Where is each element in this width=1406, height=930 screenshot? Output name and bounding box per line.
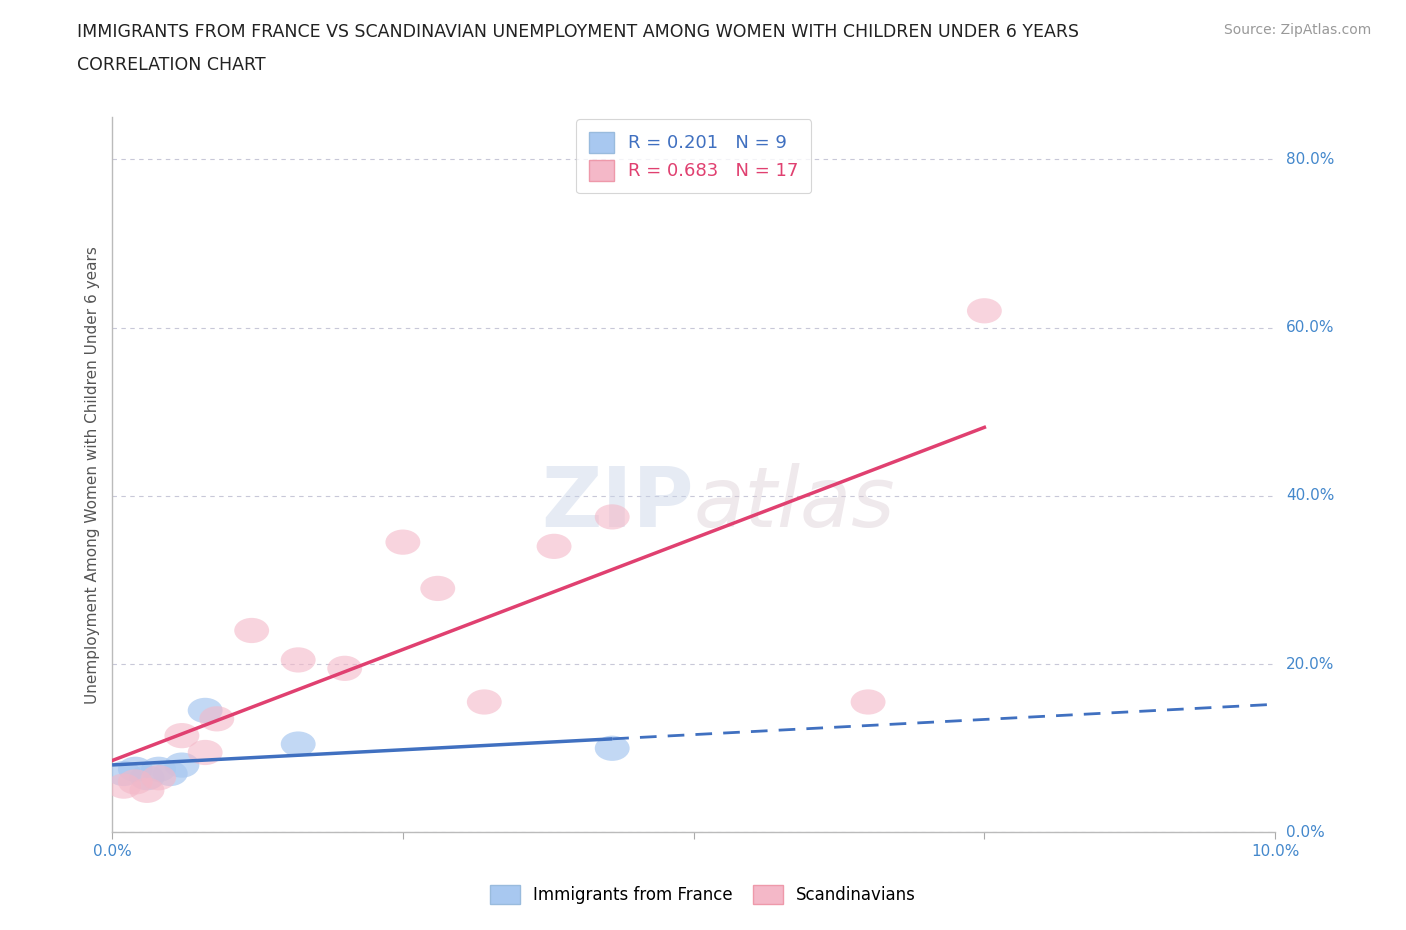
Ellipse shape [235,618,269,644]
Ellipse shape [118,769,153,794]
Text: IMMIGRANTS FROM FRANCE VS SCANDINAVIAN UNEMPLOYMENT AMONG WOMEN WITH CHILDREN UN: IMMIGRANTS FROM FRANCE VS SCANDINAVIAN U… [77,23,1080,41]
Ellipse shape [385,529,420,555]
Ellipse shape [467,689,502,714]
Ellipse shape [281,647,315,672]
Ellipse shape [281,731,315,757]
Ellipse shape [188,698,222,723]
Ellipse shape [129,765,165,790]
Ellipse shape [328,656,363,681]
Ellipse shape [107,774,141,799]
Text: 60.0%: 60.0% [1286,320,1334,335]
Text: CORRELATION CHART: CORRELATION CHART [77,56,266,73]
Ellipse shape [967,299,1002,324]
Ellipse shape [129,777,165,803]
Legend: R = 0.201   N = 9, R = 0.683   N = 17: R = 0.201 N = 9, R = 0.683 N = 17 [576,119,811,193]
Ellipse shape [188,740,222,765]
Ellipse shape [537,534,571,559]
Ellipse shape [141,765,176,790]
Ellipse shape [165,752,200,777]
Text: Source: ZipAtlas.com: Source: ZipAtlas.com [1223,23,1371,37]
Ellipse shape [851,689,886,714]
Ellipse shape [153,761,188,786]
Y-axis label: Unemployment Among Women with Children Under 6 years: Unemployment Among Women with Children U… [86,246,100,704]
Text: 0.0%: 0.0% [1286,825,1324,840]
Ellipse shape [420,576,456,601]
Text: 80.0%: 80.0% [1286,152,1334,166]
Ellipse shape [107,761,141,786]
Legend: Immigrants from France, Scandinavians: Immigrants from France, Scandinavians [484,878,922,910]
Text: ZIP: ZIP [541,463,693,544]
Ellipse shape [141,757,176,782]
Text: 20.0%: 20.0% [1286,657,1334,671]
Ellipse shape [165,723,200,749]
Text: 40.0%: 40.0% [1286,488,1334,503]
Text: atlas: atlas [693,463,896,544]
Ellipse shape [595,504,630,529]
Ellipse shape [595,736,630,761]
Ellipse shape [118,757,153,782]
Ellipse shape [200,706,235,731]
